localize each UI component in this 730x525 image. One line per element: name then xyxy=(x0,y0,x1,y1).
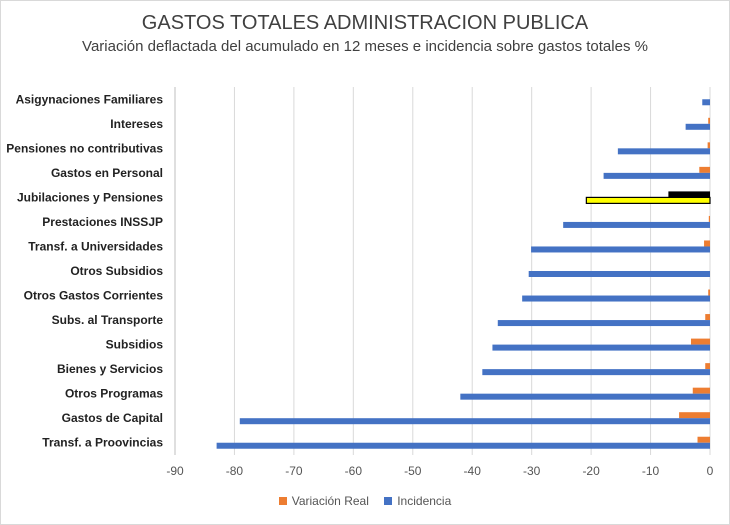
x-tick-label: -30 xyxy=(523,464,541,478)
chart-subtitle: Variación deflactada del acumulado en 12… xyxy=(82,38,648,55)
bar-incidencia-otros-subsidios xyxy=(528,271,710,277)
bar-incidencia-asigynaciones-familiares xyxy=(702,99,710,106)
bar-incidencia-otros-gastos-corrientes xyxy=(522,295,710,302)
legend-swatch-incidencia xyxy=(384,497,393,505)
category-label: Pensiones no contributivas xyxy=(6,141,163,155)
category-label: Otros Programas xyxy=(65,387,163,401)
bar-incidencia-subs-al-transporte xyxy=(497,320,710,327)
category-label: Otros Gastos Corrientes xyxy=(24,289,164,303)
bar-incidencia-intereses xyxy=(685,123,710,130)
category-label: Gastos en Personal xyxy=(51,166,163,180)
category-label: Intereses xyxy=(110,117,163,131)
bar-variacion-real-intereses xyxy=(708,117,710,124)
x-tick-label: -50 xyxy=(404,464,422,478)
x-tick-label: -80 xyxy=(226,464,244,478)
bar-variacion-real-otros-gastos-corrientes xyxy=(708,289,710,296)
category-label: Prestaciones INSSJP xyxy=(42,215,163,229)
bar-variacion-real-pensiones-no-contributivas xyxy=(707,142,710,149)
bar-variacion-real-transf-a-proovincias xyxy=(697,436,710,443)
bar-variacion-real-gastos-de-capital xyxy=(679,412,710,419)
legend-label-variacion-real: Variación Real xyxy=(291,494,369,508)
x-tick-label: -90 xyxy=(166,464,184,478)
bar-variacion-real-transf-a-universidades xyxy=(704,240,710,247)
category-label: Bienes y Servicios xyxy=(57,362,163,376)
x-tick-label: -20 xyxy=(582,464,600,478)
bar-incidencia-transf-a-universidades xyxy=(531,246,710,253)
category-label: Subs. al Transporte xyxy=(52,313,164,327)
category-label: Asigynaciones Familiares xyxy=(16,92,164,106)
category-label: Subsidios xyxy=(106,338,164,352)
bar-variacion-real-jubilaciones-y-pensiones xyxy=(668,191,710,198)
bar-incidencia-gastos-de-capital xyxy=(239,418,711,425)
category-label: Otros Subsidios xyxy=(70,264,163,278)
bar-incidencia-otros-programas xyxy=(460,393,710,400)
bar-incidencia-subsidios xyxy=(492,344,710,351)
legend-label-incidencia: Incidencia xyxy=(397,494,452,508)
bar-incidencia-transf-a-proovincias xyxy=(216,442,710,449)
category-label: Transf. a Proovincias xyxy=(42,436,163,450)
bar-incidencia-jubilaciones-y-pensiones xyxy=(585,196,711,204)
legend-swatch-variacion-real xyxy=(278,497,287,505)
x-tick-label: 0 xyxy=(707,464,714,478)
bar-variacion-real-otros-programas xyxy=(692,387,710,394)
bar-incidencia-pensiones-no-contributivas xyxy=(617,148,710,155)
x-tick-label: -60 xyxy=(345,464,363,478)
bar-variacion-real-gastos-en-personal xyxy=(699,166,710,173)
legend-item-variacion-real: Variación Real xyxy=(278,494,369,508)
legend: Variación Real Incidencia xyxy=(0,494,730,508)
x-tick-label: -40 xyxy=(464,464,482,478)
legend-item-incidencia: Incidencia xyxy=(384,494,451,508)
chart-title: GASTOS TOTALES ADMINISTRACION PUBLICA xyxy=(141,12,589,34)
bar-variacion-real-subs-al-transporte xyxy=(705,314,710,321)
category-label: Transf. a Universidades xyxy=(28,239,163,253)
bar-variacion-real-bienes-y-servicios xyxy=(705,363,710,370)
category-label: Gastos de Capital xyxy=(62,411,163,425)
bar-incidencia-bienes-y-servicios xyxy=(482,369,710,376)
bar-variacion-real-prestaciones-inssjp xyxy=(708,215,710,222)
category-label: Jubilaciones y Pensiones xyxy=(17,190,163,204)
x-tick-label: -10 xyxy=(642,464,660,478)
x-tick-label: -70 xyxy=(285,464,303,478)
bar-incidencia-prestaciones-inssjp xyxy=(563,221,710,228)
bar-incidencia-gastos-en-personal xyxy=(603,172,710,179)
bar-variacion-real-subsidios xyxy=(690,338,710,345)
